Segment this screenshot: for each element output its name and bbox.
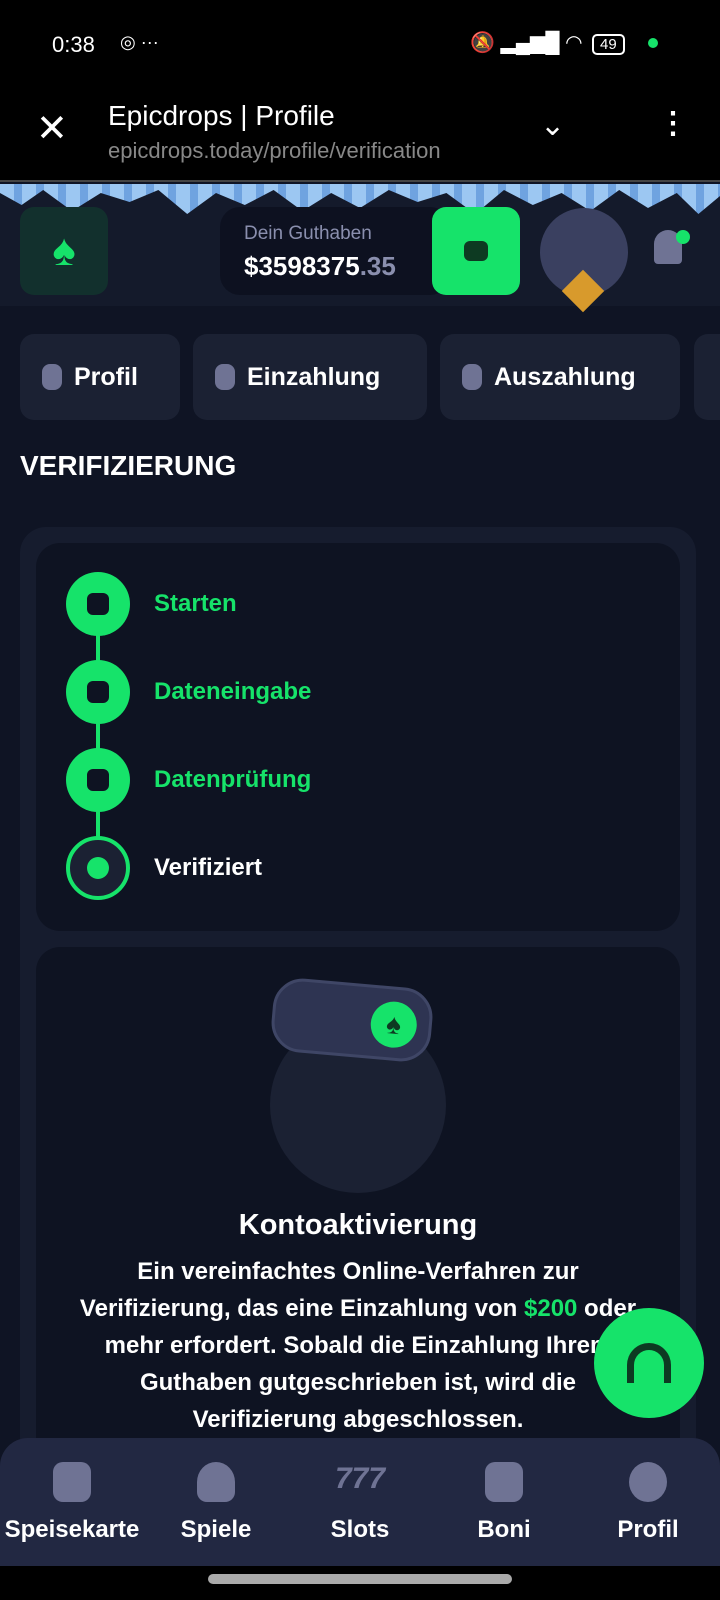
wallet-plus-icon bbox=[464, 241, 488, 261]
spade-icon: ♠ bbox=[368, 999, 419, 1050]
activation-title: Kontoaktivierung bbox=[238, 1209, 478, 1241]
user-icon bbox=[629, 1462, 667, 1502]
nav-spiele[interactable]: Spiele bbox=[146, 1462, 286, 1566]
nav-profil[interactable]: Profil bbox=[578, 1462, 718, 1566]
menu-icon bbox=[53, 1462, 91, 1502]
step-label: Starten bbox=[154, 590, 237, 617]
nav-boni[interactable]: Boni bbox=[434, 1462, 574, 1566]
steps-panel bbox=[36, 543, 680, 931]
status-bar: 0:38 ◎ ··· 🔕 ▂▄▆█ ◠ 49 bbox=[0, 0, 720, 88]
gesture-bar bbox=[0, 1566, 720, 1600]
bottom-nav: Speisekarte Spiele 777 Slots Boni Profil bbox=[0, 1438, 720, 1566]
user-icon bbox=[42, 364, 62, 390]
status-dot bbox=[648, 38, 658, 48]
home-indicator[interactable] bbox=[208, 1574, 512, 1584]
tab-more[interactable] bbox=[694, 334, 720, 420]
deposit-button[interactable] bbox=[432, 207, 520, 295]
step-verified-icon bbox=[66, 836, 130, 900]
signal-icon: 🔕 ▂▄▆█ ◠ bbox=[470, 32, 583, 54]
browser-title: Epicdrops | Profile bbox=[108, 100, 335, 131]
step-data-entry-icon bbox=[66, 660, 130, 724]
step-label: Verifiziert bbox=[154, 854, 263, 881]
nav-speisekarte[interactable]: Speisekarte bbox=[2, 1462, 142, 1566]
headset-icon bbox=[627, 1343, 671, 1383]
toggle-illustration: ♠ bbox=[269, 976, 435, 1064]
support-chat-button[interactable] bbox=[594, 1308, 704, 1418]
tab-profil[interactable]: Profil bbox=[20, 334, 180, 420]
wallet-minus-icon bbox=[462, 364, 482, 390]
wallet-plus-icon bbox=[215, 364, 235, 390]
battery-icon: 49 bbox=[592, 34, 625, 55]
step-data-check-icon bbox=[66, 748, 130, 812]
tab-auszahlung[interactable]: Auszahlung bbox=[440, 334, 680, 420]
page-title: VERIFIZIERUNG bbox=[20, 450, 237, 481]
chrome-icon: ◎ ··· bbox=[120, 32, 159, 52]
nav-slots[interactable]: 777 Slots bbox=[330, 1462, 390, 1543]
browser-url[interactable]: epicdrops.today/profile/verification bbox=[108, 138, 441, 163]
gift-icon bbox=[485, 1462, 523, 1502]
close-icon[interactable]: ✕ bbox=[36, 108, 68, 150]
status-time: 0:38 bbox=[52, 32, 95, 57]
chevron-down-icon[interactable]: ⌄ bbox=[540, 109, 566, 142]
slots-777-icon: 777 bbox=[334, 1462, 386, 1495]
browser-bar: ✕ Epicdrops | Profile epicdrops.today/pr… bbox=[0, 88, 720, 182]
balance-label: Dein Guthaben bbox=[244, 223, 372, 244]
activation-text: Ein vereinfachtes Online-Verfahren zur V… bbox=[79, 1258, 637, 1433]
tab-einzahlung[interactable]: Einzahlung bbox=[193, 334, 427, 420]
step-start-icon bbox=[66, 572, 130, 636]
balance-value: $3598375.35 bbox=[244, 251, 396, 281]
step-label: Dateneingabe bbox=[154, 678, 312, 705]
more-vert-icon[interactable]: ⋮ bbox=[658, 107, 688, 140]
balance-box: Dein Guthaben $3598375.35 bbox=[220, 207, 450, 295]
logo-spade-icon[interactable]: ♠ bbox=[20, 207, 108, 295]
notification-dot bbox=[676, 230, 690, 244]
step-label: Datenprüfung bbox=[154, 766, 312, 793]
spade-icon bbox=[197, 1462, 235, 1502]
